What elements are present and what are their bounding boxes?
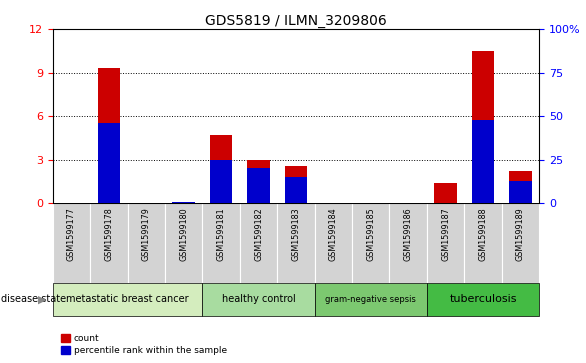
Text: tuberculosis: tuberculosis: [449, 294, 517, 305]
Text: metastatic breast cancer: metastatic breast cancer: [66, 294, 189, 305]
Bar: [53, 203, 90, 283]
Title: GDS5819 / ILMN_3209806: GDS5819 / ILMN_3209806: [205, 14, 387, 28]
Bar: [464, 203, 502, 283]
Bar: [427, 283, 539, 316]
Text: GSM1599185: GSM1599185: [366, 207, 375, 261]
Text: healthy control: healthy control: [222, 294, 295, 305]
Text: GSM1599179: GSM1599179: [142, 207, 151, 261]
Text: GSM1599178: GSM1599178: [104, 207, 113, 261]
Text: GSM1599187: GSM1599187: [441, 207, 450, 261]
Text: GSM1599182: GSM1599182: [254, 207, 263, 261]
Bar: [90, 203, 128, 283]
Text: GSM1599186: GSM1599186: [404, 207, 413, 261]
Bar: [172, 201, 195, 203]
Bar: [427, 203, 464, 283]
Bar: [434, 183, 457, 203]
Bar: [247, 160, 270, 203]
Bar: [285, 177, 307, 203]
Bar: [315, 283, 427, 316]
Bar: [502, 203, 539, 283]
Bar: [53, 283, 202, 316]
Bar: [285, 166, 307, 203]
Text: GSM1599189: GSM1599189: [516, 207, 525, 261]
Bar: [202, 203, 240, 283]
Bar: [202, 283, 315, 316]
Bar: [277, 203, 315, 283]
Bar: [128, 203, 165, 283]
Text: GSM1599184: GSM1599184: [329, 207, 338, 261]
Text: GSM1599181: GSM1599181: [217, 207, 226, 261]
Text: GSM1599183: GSM1599183: [291, 207, 301, 261]
Bar: [98, 123, 120, 203]
Bar: [240, 203, 277, 283]
Bar: [390, 203, 427, 283]
Bar: [472, 120, 494, 203]
Text: GSM1599177: GSM1599177: [67, 207, 76, 261]
Bar: [315, 203, 352, 283]
Bar: [98, 68, 120, 203]
Text: GSM1599180: GSM1599180: [179, 207, 188, 261]
Bar: [210, 135, 232, 203]
Bar: [247, 168, 270, 203]
Bar: [509, 171, 532, 203]
Bar: [509, 181, 532, 203]
Bar: [352, 203, 390, 283]
Text: disease state: disease state: [1, 294, 66, 305]
Bar: [172, 202, 195, 203]
Bar: [472, 51, 494, 203]
Bar: [165, 203, 202, 283]
Text: ▶: ▶: [38, 294, 47, 305]
Text: gram-negative sepsis: gram-negative sepsis: [325, 295, 416, 304]
Text: GSM1599188: GSM1599188: [479, 207, 488, 261]
Legend: count, percentile rank within the sample: count, percentile rank within the sample: [57, 331, 230, 359]
Bar: [210, 160, 232, 203]
